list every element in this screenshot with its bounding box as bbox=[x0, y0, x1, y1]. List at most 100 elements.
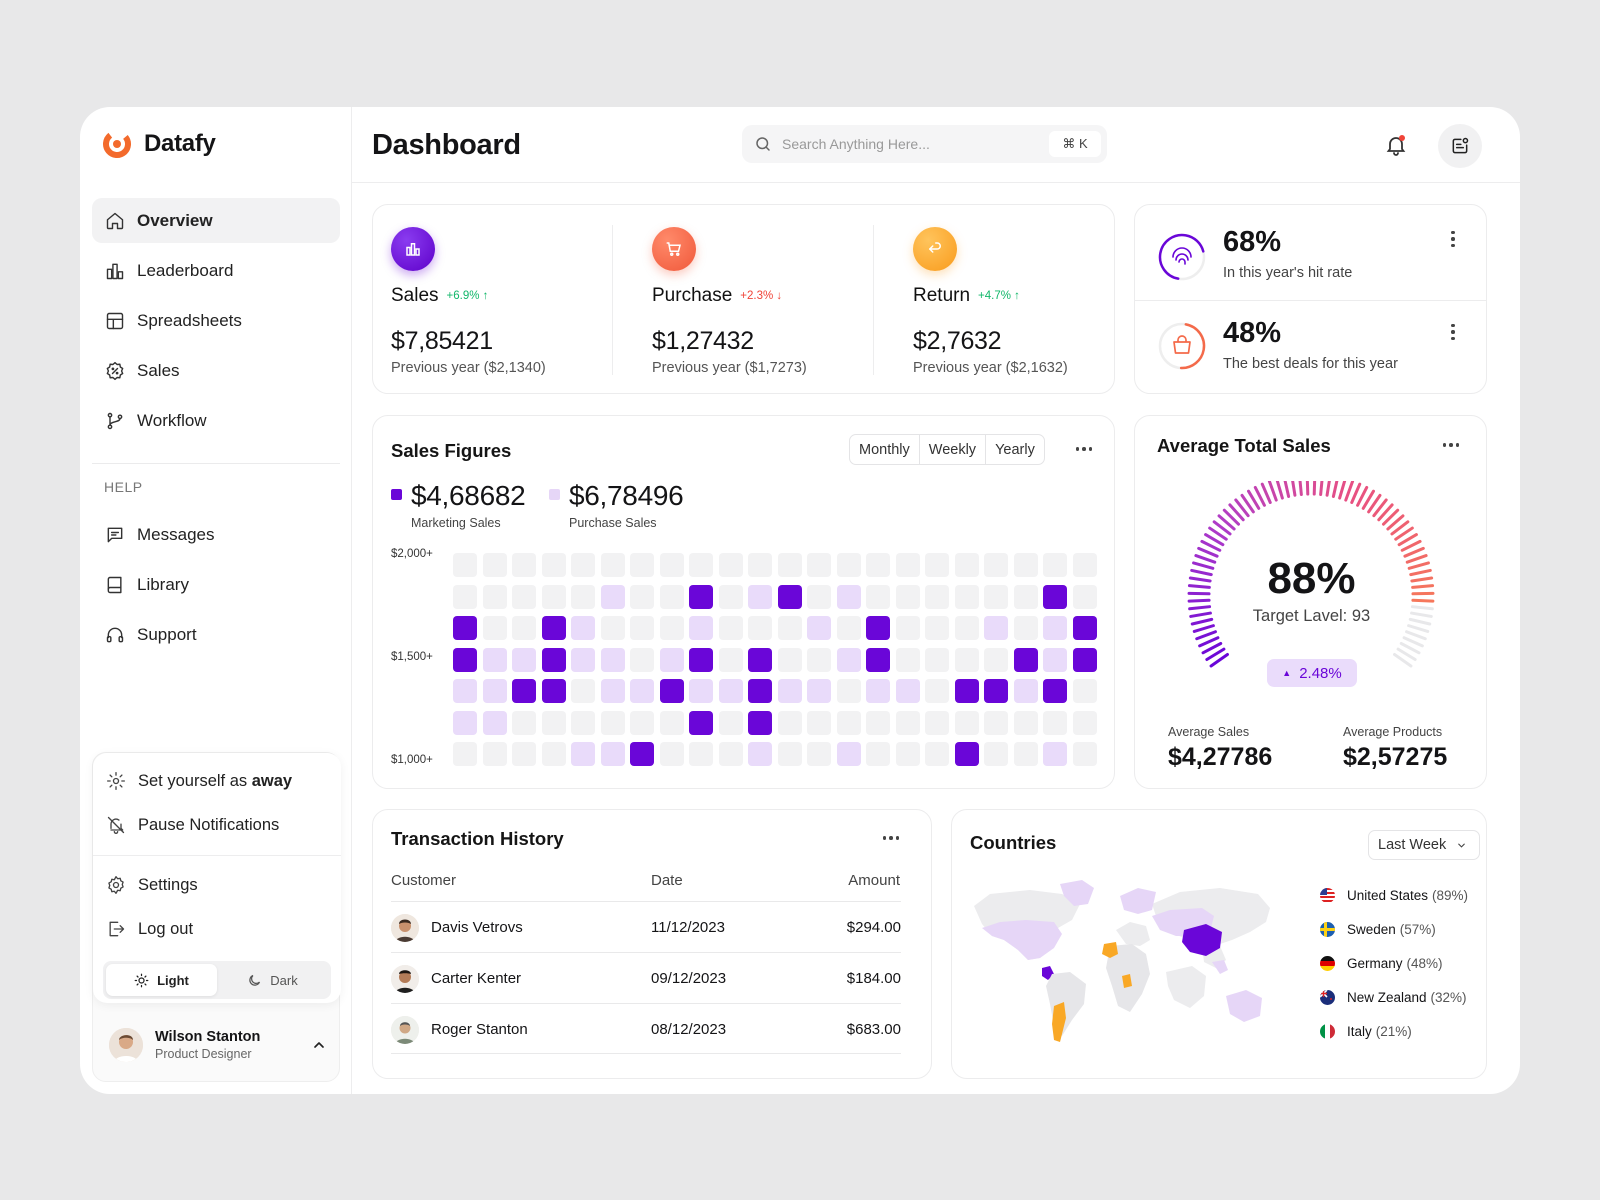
tab-yearly[interactable]: Yearly bbox=[995, 441, 1035, 458]
nav-item-leaderboard[interactable]: Leaderboard bbox=[92, 248, 340, 293]
gauge-tick bbox=[1208, 526, 1228, 541]
gauge-tick bbox=[1192, 561, 1215, 570]
heatmap-cell bbox=[748, 647, 772, 672]
heatmap-cell bbox=[689, 710, 713, 735]
table-row[interactable]: Roger Stanton 08/12/2023 $683.00 bbox=[391, 1003, 901, 1054]
country-item[interactable]: New Zealand (32%) bbox=[1320, 990, 1467, 1005]
country-name: Germany bbox=[1347, 956, 1403, 971]
heatmap-cell bbox=[1043, 710, 1067, 735]
gauge-tick bbox=[1204, 533, 1225, 547]
logo[interactable]: Datafy bbox=[102, 129, 216, 159]
moon-icon bbox=[249, 974, 261, 986]
us-flag-icon bbox=[1320, 888, 1335, 903]
heatmap-cell bbox=[895, 742, 920, 766]
sales-more-icon[interactable] bbox=[1074, 439, 1094, 459]
transaction-amount: $683.00 bbox=[846, 1021, 901, 1038]
heatmap-cell bbox=[1072, 742, 1097, 766]
stat-sales: Sales +6.9% ↑ $7,85421 Previous year ($2,… bbox=[373, 205, 619, 395]
pause-notifications-item[interactable]: Pause Notifications bbox=[93, 803, 341, 847]
heatmap-cell bbox=[777, 710, 802, 735]
heatmap-cell bbox=[1072, 553, 1097, 577]
nav-item-messages[interactable]: Messages bbox=[92, 512, 340, 557]
settings-icon bbox=[108, 876, 124, 894]
heatmap-cell bbox=[541, 647, 566, 672]
heatmap-cell bbox=[512, 710, 536, 735]
average-more-icon[interactable] bbox=[1441, 435, 1461, 455]
table-row[interactable]: Carter Kenter 09/12/2023 $184.00 bbox=[391, 952, 901, 1003]
country-item[interactable]: Germany (48%) bbox=[1320, 956, 1443, 971]
heatmap-cell bbox=[689, 584, 713, 609]
gauge-tick bbox=[1361, 489, 1375, 510]
nav-item-spreadsheets[interactable]: Spreadsheets bbox=[92, 298, 340, 343]
heatmap-cell bbox=[984, 584, 1008, 609]
theme-dark-button[interactable]: Dark bbox=[217, 964, 328, 996]
gauge-tick bbox=[1253, 485, 1266, 507]
transaction-history-card: Transaction History Customer Date Amount… bbox=[372, 809, 932, 1079]
heatmap-cell bbox=[512, 616, 536, 640]
nav-item-library[interactable]: Library bbox=[92, 562, 340, 607]
gauge-tick bbox=[1188, 576, 1212, 583]
target-level: Target Lavel: 93 bbox=[1252, 607, 1371, 625]
nav-item-support[interactable]: Support bbox=[92, 612, 340, 657]
customer-avatar bbox=[391, 965, 419, 993]
gauge-tick bbox=[1411, 598, 1435, 603]
country-item[interactable]: United States (89%) bbox=[1320, 888, 1468, 903]
stat-change: +6.9% bbox=[446, 289, 480, 302]
tab-weekly[interactable]: Weekly bbox=[920, 435, 987, 464]
nav-item-sales[interactable]: Sales bbox=[92, 348, 340, 393]
gauge-change-badge: ▲ 2.48% bbox=[1267, 659, 1357, 687]
heatmap-cell bbox=[630, 710, 654, 735]
heatmap-cell bbox=[807, 742, 831, 766]
period-dropdown[interactable]: Last Week bbox=[1368, 830, 1480, 860]
gauge-tick bbox=[1194, 554, 1217, 564]
settings-label: Settings bbox=[138, 875, 198, 894]
gauge-tick bbox=[1356, 485, 1369, 507]
hit-rate-more-icon[interactable] bbox=[1448, 229, 1458, 249]
heatmap-cell bbox=[748, 742, 772, 766]
search-input[interactable] bbox=[782, 136, 1052, 152]
transactions-more-icon[interactable] bbox=[881, 828, 901, 848]
theme-light-button[interactable]: Light bbox=[106, 964, 217, 996]
nav-item-workflow[interactable]: Workflow bbox=[92, 398, 340, 443]
gauge-tick bbox=[1386, 514, 1405, 531]
country-percent: (89%) bbox=[1432, 888, 1469, 903]
sales-figures-card: Sales Figures Monthly Weekly Yearly $4,6… bbox=[372, 415, 1115, 789]
set-away-item[interactable]: Set yourself as away bbox=[93, 759, 341, 803]
logout-item[interactable]: Log out bbox=[93, 907, 341, 951]
search-bar[interactable]: ⌘ K bbox=[742, 125, 1107, 163]
table-row[interactable]: Davis Vetrovs 11/12/2023 $294.00 bbox=[391, 901, 901, 952]
notification-button[interactable] bbox=[1384, 133, 1408, 157]
heatmap-cell bbox=[1072, 647, 1097, 672]
triangle-up-icon: ▲ bbox=[1282, 668, 1292, 678]
tab-monthly[interactable]: Monthly bbox=[850, 435, 920, 464]
arrow-up-icon: ↑ bbox=[482, 289, 489, 302]
gauge-tick bbox=[1381, 508, 1400, 526]
deals-value: 48% bbox=[1223, 317, 1282, 349]
workflow-icon bbox=[107, 412, 123, 429]
theme-light-label: Light bbox=[157, 972, 189, 988]
gauge-tick bbox=[1228, 503, 1245, 522]
deals-more-icon[interactable] bbox=[1448, 322, 1458, 342]
transaction-date: 08/12/2023 bbox=[651, 1021, 727, 1038]
country-item[interactable]: Italy (21%) bbox=[1320, 1024, 1412, 1039]
sweden-flag-icon bbox=[1320, 922, 1335, 937]
user-profile[interactable]: Wilson Stanton Product Designer bbox=[105, 1015, 335, 1075]
heatmap-cell bbox=[1043, 647, 1067, 672]
country-item[interactable]: Sweden (57%) bbox=[1320, 922, 1436, 937]
heatmap-cell bbox=[482, 616, 507, 640]
chevron-up-icon[interactable] bbox=[311, 1037, 327, 1053]
avg-products-value: $2,57275 bbox=[1343, 743, 1448, 771]
main-nav: Overview Leaderboard Spreadsheets Sales … bbox=[92, 198, 340, 448]
gauge-tick bbox=[1397, 533, 1418, 547]
gauge-tick bbox=[1377, 503, 1394, 522]
heatmap-cell bbox=[1013, 679, 1038, 703]
heatmap-cell bbox=[807, 679, 831, 703]
heatmap-cell bbox=[659, 647, 684, 672]
nav-item-overview[interactable]: Overview bbox=[92, 198, 340, 243]
logout-icon bbox=[109, 921, 125, 937]
app-name: Datafy bbox=[144, 130, 216, 157]
messages-button[interactable] bbox=[1438, 124, 1482, 168]
settings-item[interactable]: Settings bbox=[93, 863, 341, 907]
heatmap-cell bbox=[482, 553, 507, 577]
marketing-sales-label: Marketing Sales bbox=[411, 516, 501, 530]
